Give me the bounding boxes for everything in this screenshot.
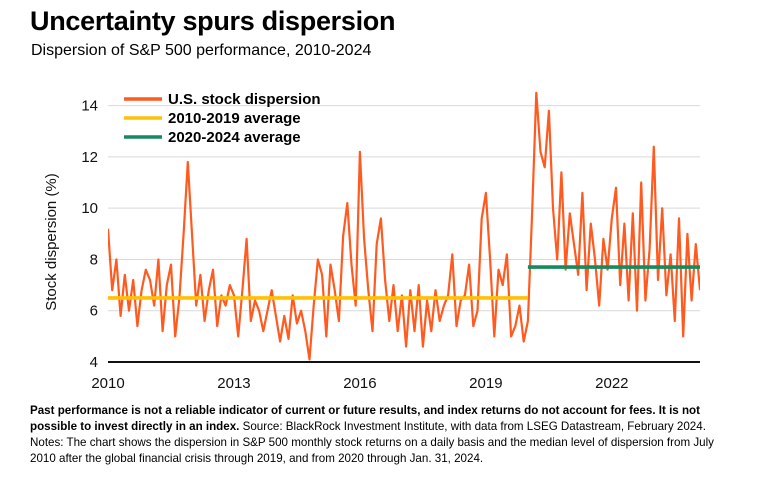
x-tick-label: 2013 — [217, 375, 250, 392]
x-tick-label: 2010 — [91, 375, 124, 392]
y-tick-label: 12 — [81, 149, 98, 166]
legend-label: 2010-2019 average — [168, 110, 301, 127]
y-axis: 4 6 8 10 12 14 — [81, 98, 98, 371]
series-lines — [108, 91, 700, 361]
x-tick-label: 2022 — [595, 375, 628, 392]
y-axis-label: Stock dispersion (%) — [43, 173, 60, 311]
disclaimer-text: Past performance is not a reliable indic… — [30, 404, 700, 433]
legend-label: U.S. stock dispersion — [168, 91, 321, 108]
legend-label: 2020-2024 average — [168, 129, 301, 146]
y-tick-label: 6 — [90, 303, 98, 320]
y-tick-label: 10 — [81, 200, 98, 217]
x-axis: 2010 2013 2016 2019 2022 — [91, 375, 628, 392]
legend: U.S. stock dispersion 2010-2019 average 20… — [124, 91, 321, 146]
source-text: Source: BlackRock Investment Institute, … — [30, 420, 714, 465]
dispersion-line — [108, 91, 700, 361]
y-tick-label: 8 — [90, 251, 98, 268]
chart-title: Uncertainty spurs dispersion — [30, 6, 396, 36]
x-tick-label: 2016 — [343, 375, 376, 392]
y-tick-label: 14 — [81, 98, 98, 115]
footer-notes: Past performance is not a reliable indic… — [30, 403, 735, 467]
y-tick-label: 4 — [90, 354, 98, 371]
chart-subtitle: Dispersion of S&P 500 performance, 2010-… — [31, 42, 372, 59]
x-tick-label: 2019 — [469, 375, 502, 392]
chart-area: 4 6 8 10 12 14 2010 2013 2016 2019 2022 U.S. stoc… — [43, 91, 700, 392]
